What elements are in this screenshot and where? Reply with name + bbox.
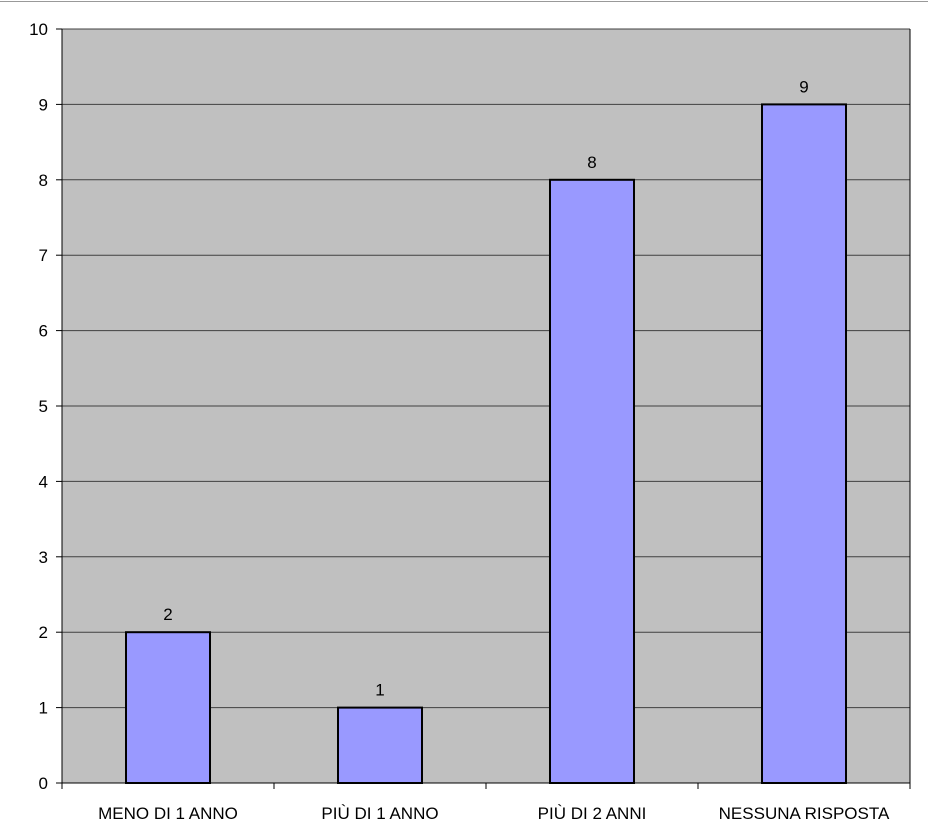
x-tick-label: MENO DI 1 ANNO	[98, 804, 238, 823]
y-tick-label: 7	[39, 246, 48, 265]
x-tick-label: NESSUNA RISPOSTA	[719, 804, 890, 823]
y-tick-label: 6	[39, 322, 48, 341]
y-tick-label: 9	[39, 95, 48, 114]
data-label: 8	[587, 153, 596, 172]
bar	[337, 706, 423, 784]
y-tick-label: 2	[39, 623, 48, 642]
y-tick-label: 1	[39, 699, 48, 718]
data-label: 1	[375, 681, 384, 700]
bar	[549, 178, 635, 785]
x-tick-label: PIÙ DI 2 ANNI	[538, 804, 647, 823]
data-label: 2	[163, 605, 172, 624]
data-label: 9	[799, 77, 808, 96]
y-tick-label: 0	[39, 774, 48, 793]
y-tick-label: 10	[29, 20, 48, 39]
bar	[125, 631, 211, 785]
x-tick-label: PIÙ DI 1 ANNO	[321, 804, 438, 823]
x-axis: MENO DI 1 ANNO PIÙ DI 1 ANNO PIÙ DI 2 ANNI…	[61, 29, 911, 823]
data-labels: 2 1 8 9	[163, 77, 808, 699]
y-tick-label: 4	[39, 472, 48, 491]
y-axis: 0 1 2 3 4 5 6 7 8 9 10	[29, 20, 63, 793]
y-tick-label: 3	[39, 548, 48, 567]
y-tick-label: 5	[39, 397, 48, 416]
bar	[761, 103, 847, 784]
y-tick-label: 8	[39, 171, 48, 190]
bars	[125, 103, 847, 785]
